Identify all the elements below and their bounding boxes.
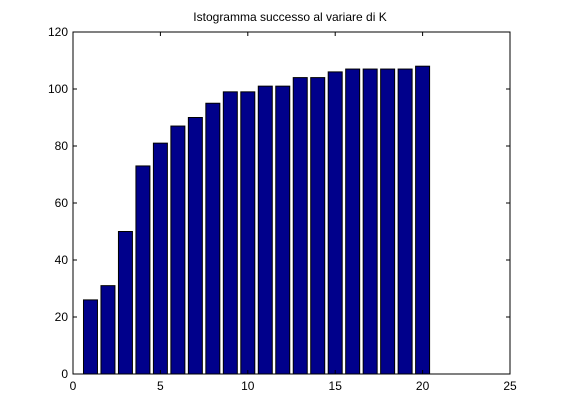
bar xyxy=(222,91,238,375)
chart-title: Istogramma successo al variare di K xyxy=(193,10,386,24)
x-tick-label: 15 xyxy=(329,379,343,393)
y-tick-label: 0 xyxy=(61,367,68,381)
bar xyxy=(205,102,221,375)
y-tick-label: 100 xyxy=(48,82,68,96)
y-tick-label: 60 xyxy=(55,196,69,210)
bar xyxy=(292,77,308,375)
x-tick-label: 25 xyxy=(503,379,517,393)
y-tick-label: 20 xyxy=(55,310,69,324)
bar xyxy=(117,231,133,375)
x-axis: 0 5 10 15 20 25 xyxy=(70,32,517,393)
y-tick-label: 120 xyxy=(48,25,68,39)
bar xyxy=(327,71,343,375)
y-axis: 0 20 40 60 80 100 120 xyxy=(48,25,510,381)
x-tick-label: 5 xyxy=(157,379,164,393)
y-tick-label: 80 xyxy=(55,139,69,153)
bar xyxy=(397,68,413,375)
bar xyxy=(257,85,273,375)
bar xyxy=(362,68,378,375)
bar xyxy=(82,299,98,375)
bar xyxy=(240,91,256,375)
bar xyxy=(100,285,116,375)
bar xyxy=(152,142,168,375)
bar xyxy=(135,165,151,375)
x-tick-label: 10 xyxy=(241,379,255,393)
x-tick-label: 0 xyxy=(70,379,77,393)
bar xyxy=(345,68,361,375)
bar xyxy=(187,117,203,375)
x-tick-label: 20 xyxy=(416,379,430,393)
bar xyxy=(275,85,291,375)
y-tick-label: 40 xyxy=(55,253,69,267)
bar xyxy=(415,65,431,375)
bars-group xyxy=(82,65,431,375)
bar xyxy=(170,125,186,375)
bar xyxy=(310,77,326,375)
bar xyxy=(380,68,396,375)
